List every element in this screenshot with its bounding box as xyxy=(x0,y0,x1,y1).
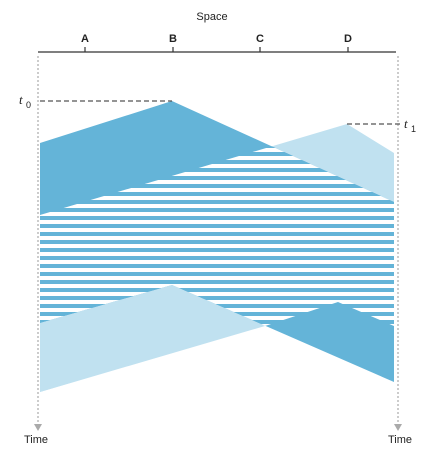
time-label-right: Time xyxy=(388,434,412,446)
node-label-b: B xyxy=(169,33,177,45)
t0-subscript: 0 xyxy=(26,100,31,110)
t0-label: t xyxy=(19,92,23,107)
time-axis-right-arrow xyxy=(394,424,402,431)
t1-label: t xyxy=(404,116,408,131)
node-label-c: C xyxy=(256,33,264,45)
collision-region xyxy=(40,124,394,326)
node-label-a: A xyxy=(81,33,89,45)
node-label-d: D xyxy=(344,33,352,45)
space-axis-title: Space xyxy=(196,11,227,23)
signal-from-d-light-overlay xyxy=(40,285,265,392)
time-axis-left-arrow xyxy=(34,424,42,431)
t1-subscript: 1 xyxy=(411,124,416,134)
time-label-left: Time xyxy=(24,434,48,446)
